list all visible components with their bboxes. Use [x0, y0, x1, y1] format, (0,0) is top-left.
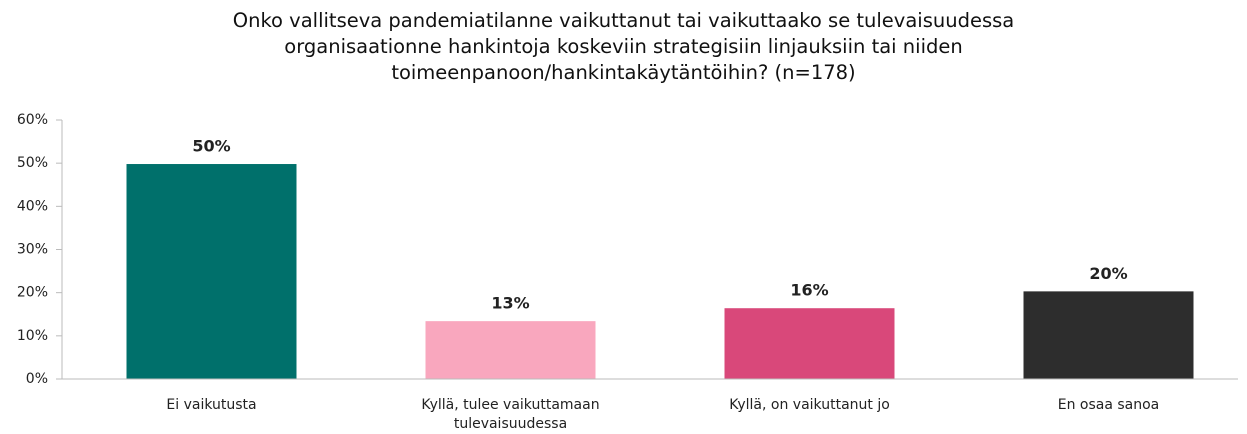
data-label: 16%	[790, 281, 828, 300]
x-tick-label: Kyllä, tulee vaikuttamaan tulevaisuudess…	[421, 397, 600, 432]
y-tick-label: 20%	[17, 285, 48, 301]
y-tick-label: 40%	[17, 198, 48, 214]
data-label: 50%	[192, 137, 230, 156]
bar	[1023, 291, 1194, 379]
data-label: 20%	[1089, 264, 1127, 283]
bar	[724, 308, 895, 379]
bar	[425, 321, 596, 379]
x-tick-label: Kyllä, on vaikuttanut jo	[729, 397, 890, 413]
x-tick-label: En osaa sanoa	[1057, 397, 1160, 413]
y-tick-label: 10%	[17, 328, 48, 344]
bar	[126, 164, 297, 379]
y-tick-label: 30%	[17, 242, 48, 258]
y-tick-label: 60%	[17, 112, 48, 128]
chart-title: Onko vallitseva pandemiatilanne vaikutta…	[232, 9, 1015, 84]
x-tick-label: Ei vaikutusta	[166, 397, 257, 413]
y-tick-label: 0%	[26, 371, 48, 387]
data-label: 13%	[491, 294, 529, 313]
y-tick-label: 50%	[17, 155, 48, 171]
